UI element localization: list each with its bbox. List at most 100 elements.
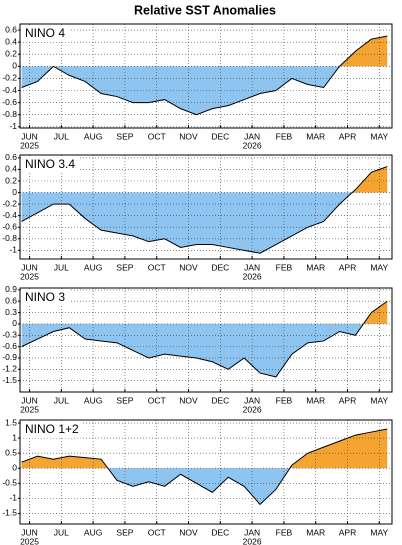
x-tick-label: JUL [54,527,69,537]
y-tick-label: -1 [9,493,17,503]
y-tick-label: 0 [12,61,17,71]
y-tick-label: -0.5 [2,478,17,488]
year-label: 2025 [20,404,39,414]
x-tick-label: OCT [148,527,166,537]
x-tick-label: FEB [276,131,293,141]
y-tick-label: 0.4 [5,36,17,46]
y-tick-label: -0.3 [2,330,17,340]
x-tick-label: MAR [306,395,325,405]
x-tick-label: JAN [244,262,260,272]
y-tick-label: -0.6 [2,341,17,351]
x-tick-label: SEP [116,262,133,272]
x-tick-label: FEB [276,527,293,537]
y-tick-label: 0 [12,187,17,197]
positive-area [363,301,388,324]
x-tick-label: AUG [84,262,102,272]
x-tick-label: DEC [211,131,229,141]
panel-title-bg [21,25,70,42]
x-tick-label: OCT [148,262,166,272]
panel-title-bg [21,421,84,438]
panel-title: NINO 3.4 [25,157,75,171]
plot-frame [19,154,393,260]
x-tick-label: AUG [84,131,102,141]
year-label: 2025 [20,271,39,281]
x-tick-label: JUN [21,395,38,405]
plot-frame [19,23,393,129]
positive-area [21,429,388,469]
x-tick-label: MAR [306,131,325,141]
y-tick-label: 0.2 [5,175,17,185]
y-tick-label: -1 [9,245,17,255]
x-tick-label: JUN [21,131,38,141]
x-tick-label: DEC [211,527,229,537]
plot-frame [19,287,393,393]
y-tick-label: 0.5 [5,447,17,457]
year-label: 2025 [20,536,39,545]
x-tick-label: MAR [306,527,325,537]
x-tick-label: APR [339,527,356,537]
y-tick-label: 0.4 [5,164,17,174]
y-tick-label: -1.2 [2,364,17,374]
x-tick-label: MAY [370,527,388,537]
x-tick-label: SEP [116,527,133,537]
y-tick-label: 0 [12,318,17,328]
x-tick-label: MAY [370,262,388,272]
y-tick-label: -0.8 [2,109,17,119]
y-tick-label: -0.9 [2,352,17,362]
y-tick-label: -0.2 [2,73,17,83]
panel-title: NINO 3 [25,290,65,304]
plot-frame [19,419,393,525]
x-tick-label: NOV [179,262,198,272]
x-tick-label: JUL [54,395,69,405]
x-tick-label: SEP [116,395,133,405]
x-tick-label: JAN [244,131,260,141]
x-tick-label: OCT [148,395,166,405]
x-tick-label: DEC [211,395,229,405]
x-tick-label: APR [339,395,356,405]
y-tick-label: -1.5 [2,375,17,385]
y-tick-label: -0.8 [2,233,17,243]
x-tick-label: MAY [370,395,388,405]
chart-title: Relative SST Anomalies [134,3,276,17]
x-tick-label: NOV [179,395,198,405]
year-label: 2026 [243,271,262,281]
y-tick-label: -1 [9,121,17,131]
x-tick-label: APR [339,262,356,272]
positive-area [339,36,388,67]
x-tick-label: NOV [179,527,198,537]
x-tick-label: JUN [21,527,38,537]
y-tick-label: 0.9 [5,284,17,294]
x-tick-label: AUG [84,395,102,405]
line [21,300,388,378]
x-tick-label: FEB [276,262,293,272]
x-tick-label: DEC [211,262,229,272]
y-tick-label: -0.2 [2,198,17,208]
panel-title: NINO 4 [25,26,65,40]
y-tick-label: -0.6 [2,97,17,107]
y-tick-label: 0.3 [5,307,17,317]
x-tick-label: NOV [179,131,198,141]
panel-title: NINO 1+2 [25,422,79,436]
x-tick-label: JAN [244,395,260,405]
x-tick-label: JUL [54,262,69,272]
x-tick-label: FEB [276,395,293,405]
year-label: 2026 [243,404,262,414]
y-tick-label: 0.2 [5,48,17,58]
y-tick-label: 1 [12,432,17,442]
y-tick-label: 0.6 [5,24,17,34]
x-tick-label: SEP [116,131,133,141]
y-tick-label: -0.6 [2,221,17,231]
x-tick-label: JUL [54,131,69,141]
x-tick-label: MAR [306,262,325,272]
year-label: 2026 [243,536,262,545]
x-tick-label: MAY [370,131,388,141]
x-tick-label: JAN [244,527,260,537]
y-tick-label: 0.6 [5,152,17,162]
y-tick-label: 0 [12,462,17,472]
negative-area [21,192,388,254]
line [21,35,388,116]
line [21,166,388,254]
year-label: 2026 [243,140,262,150]
y-tick-label: 0.6 [5,295,17,305]
